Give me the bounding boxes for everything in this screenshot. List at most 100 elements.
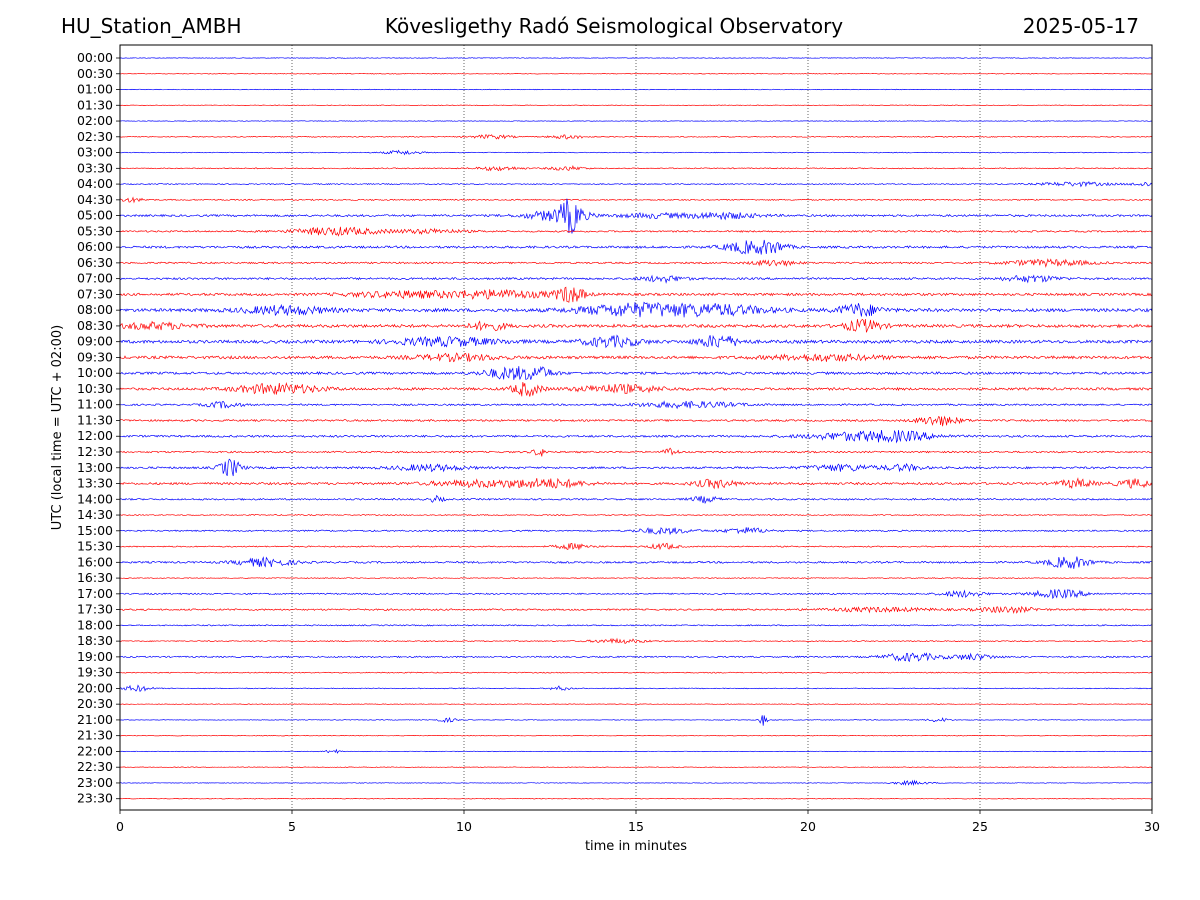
y-tick-label: 10:30: [77, 381, 113, 396]
trace-2000: [119, 684, 1153, 693]
axis-layer: 00:0000:3001:0001:3002:0002:3003:0003:30…: [50, 44, 1160, 854]
y-tick-label: 13:00: [77, 460, 113, 475]
trace-2030: [119, 703, 1153, 705]
x-axis-label: time in minutes: [585, 839, 687, 854]
y-tick-label: 14:30: [77, 507, 113, 522]
y-tick-label: 02:00: [77, 113, 113, 128]
trace-0930: [119, 352, 1153, 363]
trace-1700: [119, 589, 1153, 600]
trace-0200: [119, 120, 1153, 122]
y-tick-label: 23:00: [77, 775, 113, 790]
trace-2300: [120, 779, 1153, 787]
x-tick-label: 25: [972, 819, 988, 834]
y-tick-label: 05:30: [77, 223, 113, 238]
x-tick-label: 15: [628, 819, 644, 834]
trace-0530: [119, 226, 1153, 237]
trace-1330: [119, 477, 1153, 490]
trace-1900: [119, 652, 1153, 663]
y-tick-label: 06:30: [77, 255, 113, 270]
trace-1600: [120, 556, 1152, 569]
trace-0430: [119, 196, 1153, 204]
y-tick-label: 18:30: [77, 633, 113, 648]
trace-1230: [119, 447, 1153, 457]
trace-2200: [120, 748, 1152, 754]
x-tick-label: 20: [800, 819, 816, 834]
trace-1430: [119, 514, 1153, 516]
trace-0300: [119, 149, 1153, 156]
y-tick-label: 00:30: [77, 66, 113, 81]
x-tick-label: 5: [288, 819, 296, 834]
y-tick-label: 16:00: [77, 554, 113, 569]
station-name: HU_Station_AMBH: [61, 14, 242, 38]
y-tick-label: 01:30: [77, 97, 113, 112]
y-axis-label: UTC (local time = UTC + 02:00): [50, 325, 65, 530]
y-tick-label: 14:00: [77, 491, 113, 506]
chart-title: Kövesligethy Radó Seismological Observat…: [384, 14, 844, 38]
trace-1100: [119, 400, 1153, 410]
y-tick-label: 19:00: [77, 649, 113, 664]
y-tick-label: 12:30: [77, 444, 113, 459]
y-tick-label: 22:00: [77, 743, 113, 758]
x-tick-label: 0: [116, 819, 124, 834]
y-tick-label: 16:30: [77, 570, 113, 585]
trace-0130: [119, 104, 1153, 106]
trace-1800: [119, 624, 1153, 627]
y-tick-label: 02:30: [77, 129, 113, 144]
trace-1130: [119, 415, 1153, 427]
trace-1730: [119, 605, 1153, 614]
trace-0630: [119, 258, 1153, 268]
y-tick-label: 20:00: [77, 680, 113, 695]
y-tick-label: 08:30: [77, 318, 113, 333]
y-tick-label: 23:30: [77, 791, 113, 806]
x-tick-label: 30: [1144, 819, 1160, 834]
x-tick-label: 10: [456, 819, 472, 834]
y-tick-label: 17:00: [77, 586, 113, 601]
y-tick-label: 03:30: [77, 160, 113, 175]
y-tick-label: 21:30: [77, 728, 113, 743]
trace-1300: [119, 458, 1153, 477]
y-tick-label: 10:00: [77, 365, 113, 380]
trace-layer: [119, 57, 1153, 800]
y-tick-label: 01:00: [77, 82, 113, 97]
trace-0900: [119, 334, 1153, 349]
y-tick-label: 20:30: [77, 696, 113, 711]
trace-1830: [119, 637, 1153, 645]
trace-0830: [119, 318, 1153, 333]
y-tick-label: 04:30: [77, 192, 113, 207]
trace-2100: [120, 715, 1152, 726]
y-tick-label: 18:00: [77, 617, 113, 632]
trace-1030: [119, 382, 1152, 397]
y-tick-label: 11:30: [77, 412, 113, 427]
y-tick-label: 13:30: [77, 476, 113, 491]
y-tick-label: 17:30: [77, 602, 113, 617]
trace-0600: [119, 239, 1152, 255]
trace-0330: [119, 165, 1153, 172]
y-tick-label: 09:00: [77, 334, 113, 349]
y-tick-label: 03:00: [77, 145, 113, 160]
y-tick-label: 15:00: [77, 523, 113, 538]
y-tick-label: 06:00: [77, 239, 113, 254]
y-tick-label: 11:00: [77, 397, 113, 412]
trace-1400: [119, 494, 1153, 505]
trace-0730: [119, 286, 1153, 303]
trace-1930: [119, 671, 1153, 674]
trace-0800: [119, 301, 1153, 318]
trace-0000: [119, 57, 1153, 59]
trace-1500: [119, 527, 1153, 536]
grid-layer: [291, 45, 981, 810]
trace-0500: [119, 198, 1153, 234]
trace-0230: [119, 134, 1153, 140]
trace-1630: [119, 577, 1153, 579]
y-tick-label: 21:00: [77, 712, 113, 727]
trace-0400: [119, 181, 1153, 188]
trace-2130: [119, 735, 1153, 737]
trace-1000: [119, 366, 1153, 380]
y-tick-label: 15:30: [77, 539, 113, 554]
y-tick-label: 22:30: [77, 759, 113, 774]
trace-0030: [119, 73, 1153, 75]
y-tick-label: 05:00: [77, 208, 113, 223]
y-tick-label: 04:00: [77, 176, 113, 191]
y-tick-label: 12:00: [77, 428, 113, 443]
